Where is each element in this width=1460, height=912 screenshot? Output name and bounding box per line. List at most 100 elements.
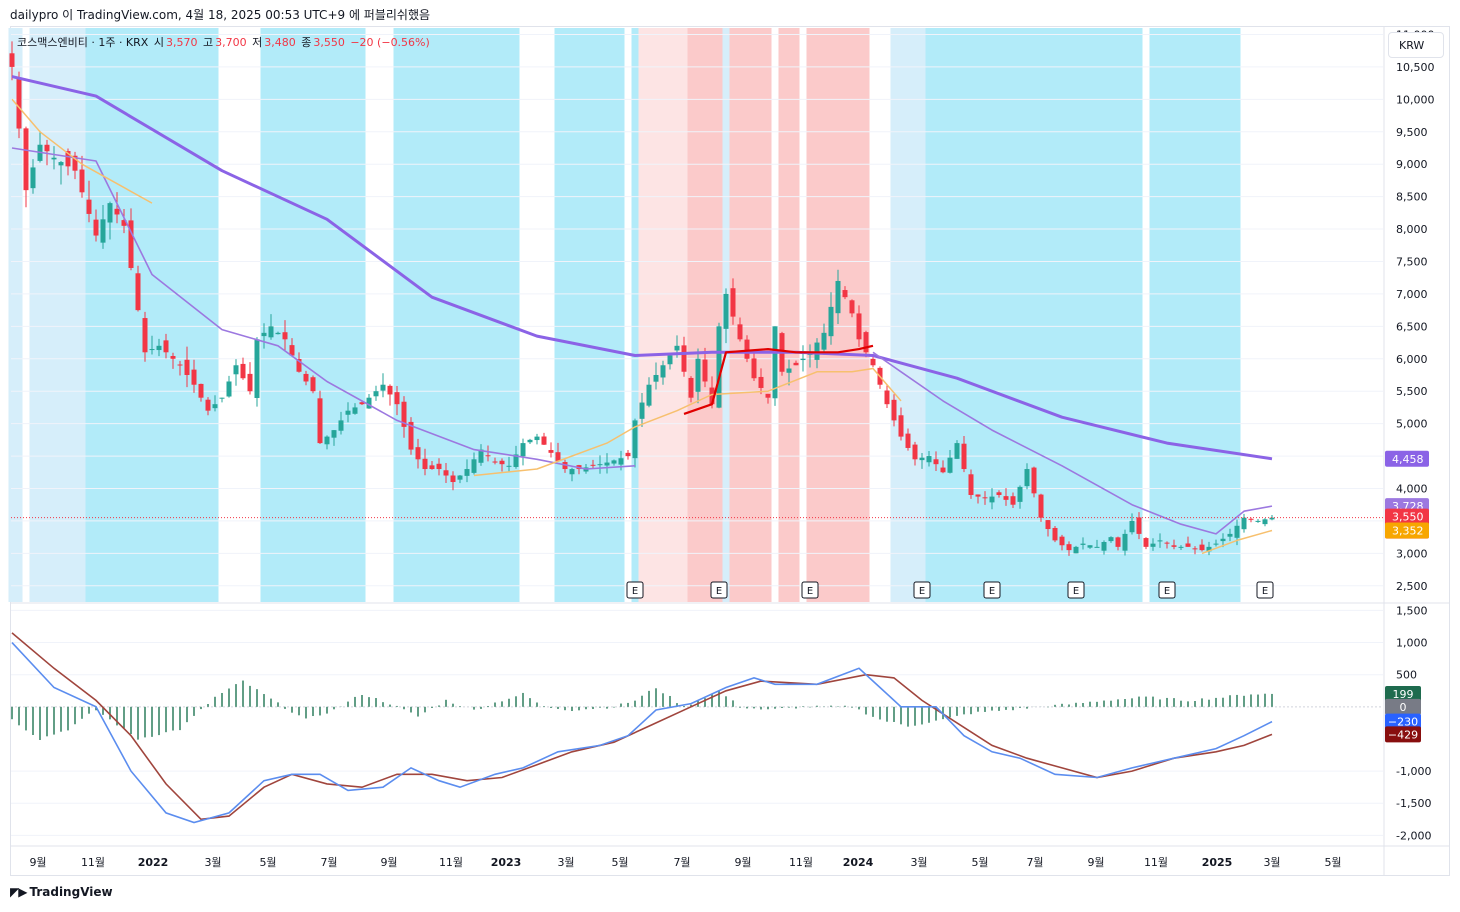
candle-body bbox=[569, 469, 575, 475]
candle-body bbox=[793, 362, 799, 366]
candle-body bbox=[1010, 496, 1016, 505]
x-tick-label: 7월 bbox=[1026, 856, 1043, 869]
symbol-info[interactable]: 코스맥스엔비티 · 1주 · KRX bbox=[17, 36, 149, 49]
candle-body bbox=[821, 332, 827, 350]
candle-body bbox=[1262, 519, 1268, 525]
candle-body bbox=[16, 77, 22, 129]
x-tick-label: 11월 bbox=[789, 856, 813, 869]
x-tick-label: 3월 bbox=[1263, 856, 1280, 869]
macd-value-label: −429 bbox=[1388, 728, 1418, 741]
candle-body bbox=[597, 464, 603, 466]
candle-body bbox=[954, 443, 960, 459]
candle-body bbox=[408, 421, 414, 450]
open-label: 시 bbox=[153, 36, 164, 49]
candle-body bbox=[429, 465, 435, 470]
candle-body bbox=[1045, 520, 1051, 530]
candle-body bbox=[401, 401, 407, 427]
macd-tick-label: -1,000 bbox=[1396, 765, 1431, 778]
candle-body bbox=[198, 383, 204, 398]
earnings-marker-label: E bbox=[716, 586, 722, 597]
x-tick-label: 9월 bbox=[1087, 856, 1104, 869]
candle-body bbox=[961, 443, 967, 470]
candle-body bbox=[345, 410, 351, 415]
candle-body bbox=[681, 345, 687, 372]
signal-line bbox=[11, 632, 1273, 821]
moving-average-ma_short bbox=[11, 98, 153, 204]
signal-zone-0 bbox=[8, 28, 23, 602]
candle-body bbox=[443, 470, 449, 476]
candle-body bbox=[919, 457, 925, 461]
signal-zone-6 bbox=[631, 28, 639, 602]
candle-body bbox=[772, 326, 778, 399]
earnings-marker-label: E bbox=[1164, 586, 1170, 597]
candle-body bbox=[1234, 525, 1240, 538]
candle-body bbox=[1206, 546, 1212, 552]
x-tick-label: 11월 bbox=[81, 856, 105, 869]
candle-body bbox=[744, 339, 750, 359]
candle-body bbox=[457, 475, 463, 480]
x-tick-label: 5월 bbox=[971, 856, 988, 869]
candle-body bbox=[1087, 545, 1093, 548]
candle-body bbox=[212, 404, 218, 409]
moving-average-ma_mid_2 bbox=[872, 351, 1273, 535]
candle-body bbox=[1024, 469, 1030, 487]
candle-body bbox=[982, 497, 988, 499]
price-label: 3,352 bbox=[1392, 525, 1424, 538]
signal-zone-5 bbox=[554, 28, 625, 602]
candle-body bbox=[1136, 517, 1142, 534]
x-tick-label: 7월 bbox=[320, 856, 337, 869]
earnings-marker-label: E bbox=[1073, 586, 1079, 597]
signal-zone-10 bbox=[729, 28, 772, 602]
candle-body bbox=[527, 439, 533, 443]
candle-body bbox=[660, 365, 666, 378]
candle-body bbox=[149, 349, 155, 351]
candle-body bbox=[485, 455, 491, 457]
candle-body bbox=[856, 313, 862, 340]
candle-body bbox=[1017, 486, 1023, 502]
candle-body bbox=[884, 390, 890, 405]
x-tick-label: 11월 bbox=[439, 856, 463, 869]
candle-body bbox=[261, 332, 267, 337]
candle-body bbox=[1066, 544, 1072, 551]
candle-body bbox=[254, 339, 260, 398]
candle-body bbox=[1157, 540, 1163, 542]
candle-body bbox=[618, 458, 624, 465]
candle-body bbox=[520, 443, 526, 457]
tradingview-logo[interactable]: ◤▶ TradingView bbox=[10, 885, 113, 899]
macd-tick-label: 1,000 bbox=[1396, 637, 1428, 650]
candle-body bbox=[30, 167, 36, 189]
candle-body bbox=[996, 492, 1002, 495]
candle-body bbox=[639, 402, 645, 419]
candle-body bbox=[513, 454, 519, 467]
x-tick-label: 3월 bbox=[910, 856, 927, 869]
candle-body bbox=[114, 208, 120, 215]
candle-body bbox=[177, 364, 183, 366]
candle-body bbox=[233, 365, 239, 375]
candle-body bbox=[590, 464, 596, 466]
y-tick-label: 5,000 bbox=[1396, 418, 1428, 431]
candle-body bbox=[51, 157, 57, 160]
x-tick-label: 11월 bbox=[1144, 856, 1168, 869]
candle-body bbox=[1080, 543, 1086, 545]
earnings-marker-label: E bbox=[632, 586, 638, 597]
moving-average-ma_short_3 bbox=[1201, 529, 1273, 555]
earnings-marker bbox=[710, 581, 728, 599]
currency-button[interactable]: KRW bbox=[1388, 32, 1444, 58]
signal-zone-8 bbox=[687, 28, 723, 602]
price-label: 3,550 bbox=[1392, 511, 1424, 524]
candle-body bbox=[905, 433, 911, 448]
candle-body bbox=[688, 377, 694, 398]
candle-body bbox=[1108, 537, 1114, 542]
candle-body bbox=[247, 373, 253, 392]
candle-body bbox=[1094, 546, 1100, 548]
signal-zone-1 bbox=[29, 28, 86, 602]
candle-body bbox=[359, 402, 365, 405]
y-tick-label: 8,500 bbox=[1396, 191, 1428, 204]
earnings-marker bbox=[1158, 581, 1176, 599]
candle-body bbox=[380, 384, 386, 391]
x-tick-label: 2025 bbox=[1202, 856, 1233, 869]
candle-body bbox=[1255, 520, 1261, 522]
candle-body bbox=[758, 376, 764, 388]
candle-body bbox=[275, 332, 281, 335]
